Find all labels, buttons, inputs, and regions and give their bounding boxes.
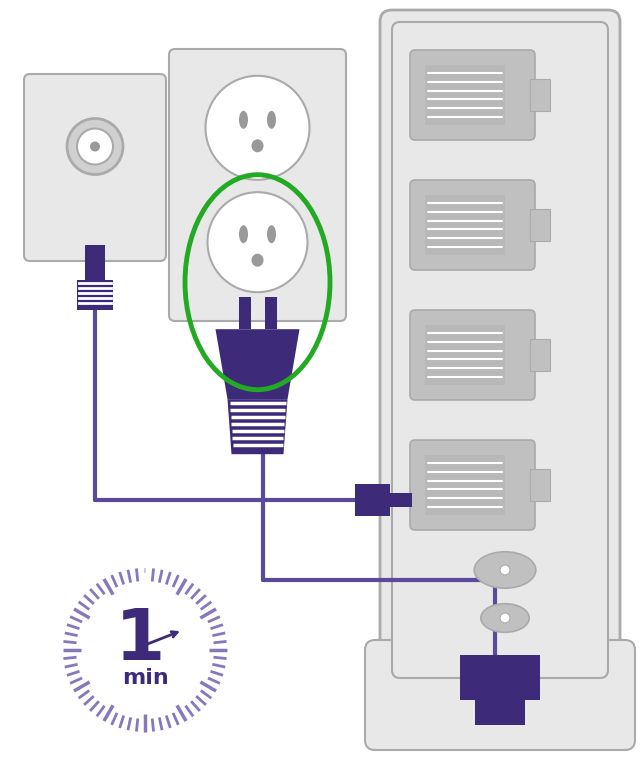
Bar (425, 195, 505, 255)
FancyBboxPatch shape (410, 180, 535, 270)
Bar (530, 79, 550, 111)
Text: 1: 1 (115, 605, 165, 675)
Circle shape (77, 129, 113, 165)
Bar (264, 297, 276, 329)
Ellipse shape (239, 225, 248, 243)
FancyBboxPatch shape (410, 50, 535, 140)
Ellipse shape (252, 254, 264, 267)
FancyBboxPatch shape (365, 640, 635, 750)
Polygon shape (227, 399, 287, 454)
FancyBboxPatch shape (24, 74, 166, 261)
Bar (530, 469, 550, 501)
Bar (425, 455, 505, 515)
Bar (390, 493, 412, 507)
FancyBboxPatch shape (392, 22, 608, 678)
Bar (530, 209, 550, 241)
Text: min: min (122, 668, 168, 688)
Ellipse shape (481, 604, 529, 633)
Circle shape (205, 76, 310, 180)
Bar (425, 325, 505, 385)
Polygon shape (216, 329, 300, 399)
Ellipse shape (267, 225, 276, 243)
Bar (530, 339, 550, 371)
Ellipse shape (474, 551, 536, 588)
FancyBboxPatch shape (410, 310, 535, 400)
Bar (355, 484, 390, 516)
Circle shape (500, 565, 510, 575)
Ellipse shape (239, 111, 248, 129)
Circle shape (90, 141, 100, 151)
Bar (77, 280, 113, 310)
Circle shape (500, 613, 510, 623)
FancyBboxPatch shape (410, 440, 535, 530)
Ellipse shape (267, 111, 276, 129)
Bar (239, 297, 250, 329)
Circle shape (207, 192, 307, 292)
FancyBboxPatch shape (380, 10, 620, 690)
Bar (85, 245, 105, 280)
Bar (475, 700, 525, 725)
FancyBboxPatch shape (169, 49, 346, 321)
Ellipse shape (252, 140, 264, 152)
Bar (460, 655, 540, 700)
Bar (425, 65, 505, 125)
Circle shape (67, 119, 123, 175)
